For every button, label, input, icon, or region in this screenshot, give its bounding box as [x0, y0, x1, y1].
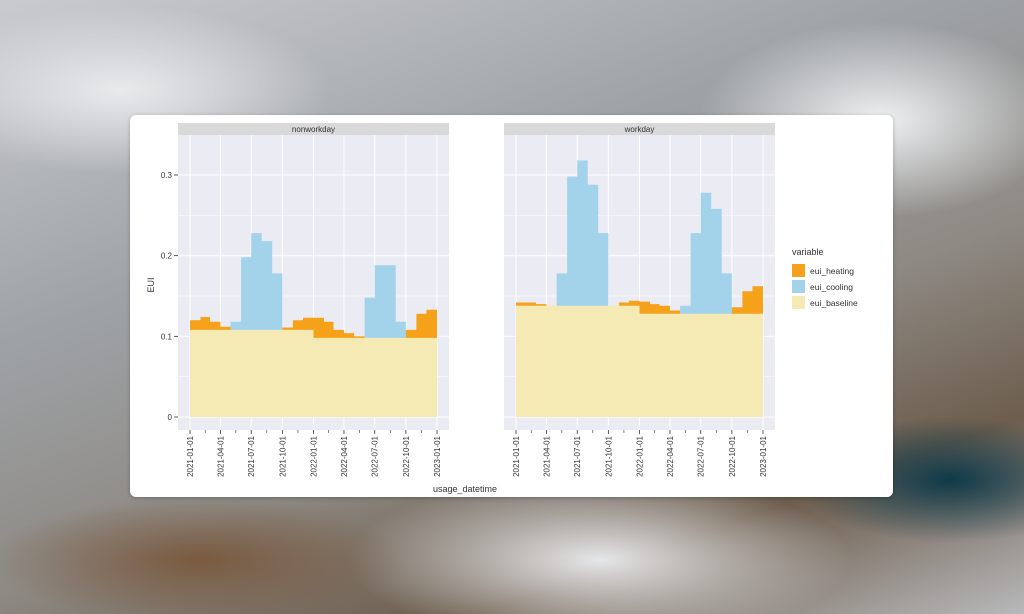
x-tick-label: 2023-01-01 — [759, 435, 768, 476]
legend-label: eui_heating — [810, 266, 854, 276]
x-tick-label: 2022-07-01 — [697, 435, 706, 476]
x-tick-label: 2021-10-01 — [604, 435, 613, 476]
y-tick-label: 0 — [168, 413, 173, 422]
legend-title: variable — [792, 247, 824, 257]
x-tick-label: 2021-10-01 — [278, 435, 287, 476]
y-tick-label: 0.3 — [161, 171, 173, 180]
x-tick-label: 2022-01-01 — [310, 435, 319, 476]
facet-title: nonworkday — [292, 125, 335, 134]
x-axis-label: usage_datetime — [433, 484, 497, 494]
x-tick-label: 2022-01-01 — [636, 435, 645, 476]
y-tick-label: 0.2 — [161, 252, 173, 261]
facet-strip — [504, 123, 775, 135]
x-tick-label: 2021-01-01 — [186, 435, 195, 476]
x-tick-label: 2022-04-01 — [666, 435, 675, 476]
chart-svg: nonworkday 2021-01-01 2021-04-01 2021-07-01… — [146, 123, 858, 494]
chart-card: nonworkday 2021-01-01 2021-04-01 2021-07-01… — [130, 115, 893, 497]
x-tick-label: 2022-07-01 — [371, 435, 380, 476]
area-eui-baseline — [516, 305, 763, 417]
x-tick-label: 2021-07-01 — [247, 435, 256, 476]
x-tick-label: 2022-10-01 — [402, 435, 411, 476]
area-eui-baseline — [190, 329, 437, 417]
area-eui-cooling — [516, 160, 763, 314]
facet-title: workday — [624, 125, 655, 134]
x-tick-label: 2021-04-01 — [216, 435, 225, 476]
legend-swatch — [792, 296, 805, 309]
y-axis-label: EUI — [146, 277, 156, 292]
x-tick-label: 2022-04-01 — [340, 435, 349, 476]
y-tick-label: 0.1 — [161, 332, 173, 341]
legend-label: eui_cooling — [810, 282, 853, 292]
x-tick-label: 2021-01-01 — [512, 435, 521, 476]
x-tick-label: 2021-04-01 — [542, 435, 551, 476]
area-eui-cooling — [190, 233, 437, 338]
facet-strip — [178, 123, 449, 135]
x-tick-label: 2022-10-01 — [728, 435, 737, 476]
legend-swatch — [792, 280, 805, 293]
legend-label: eui_baseline — [810, 298, 858, 308]
area-eui-heating — [190, 233, 437, 338]
x-tick-label: 2021-07-01 — [573, 435, 582, 476]
x-tick-label: 2023-01-01 — [433, 435, 442, 476]
legend-swatch — [792, 264, 805, 277]
